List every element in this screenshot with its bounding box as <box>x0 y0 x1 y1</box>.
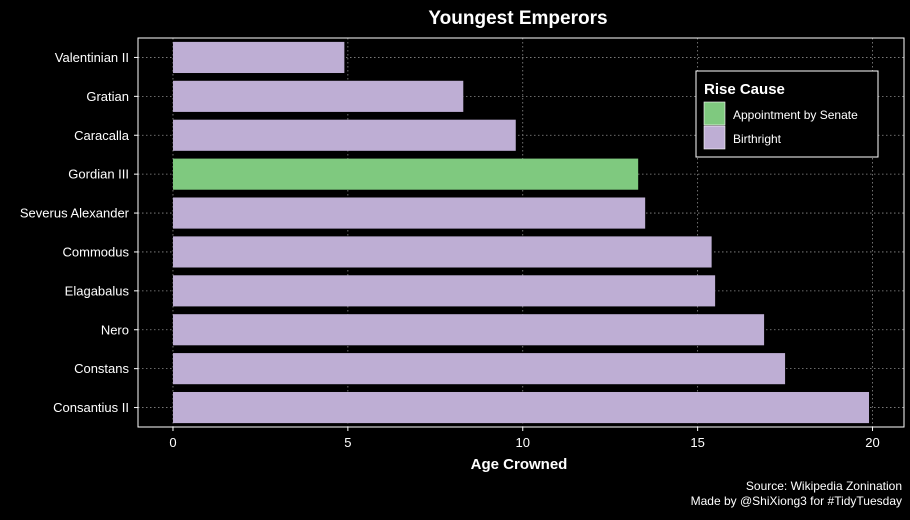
caption-credit: Made by @ShiXiong3 for #TidyTuesday <box>690 494 902 508</box>
x-tick-label: 20 <box>865 435 879 450</box>
y-tick-label: Elagabalus <box>65 283 130 298</box>
y-tick-label: Nero <box>101 322 129 337</box>
y-tick-label: Consantius II <box>53 400 129 415</box>
bar <box>172 197 646 229</box>
legend-swatch-birthright <box>703 125 726 150</box>
y-tick-label: Commodus <box>63 244 130 259</box>
bar <box>172 236 712 268</box>
x-axis-title: Age Crowned <box>471 456 568 473</box>
bar <box>172 353 786 385</box>
bar <box>172 119 516 151</box>
legend-label-birthright: Birthright <box>733 132 782 146</box>
x-tick-label: 0 <box>169 435 176 450</box>
chart-title: Youngest Emperors <box>428 8 607 29</box>
legend-label-appointment: Appointment by Senate <box>733 108 858 122</box>
y-tick-label: Valentinian II <box>55 50 129 65</box>
bar <box>172 41 345 74</box>
bars <box>172 41 870 424</box>
x-tick-label: 15 <box>690 435 704 450</box>
bar <box>172 80 464 112</box>
legend-box <box>695 70 879 158</box>
bar <box>172 275 716 307</box>
bar <box>172 391 870 424</box>
y-tick-label: Caracalla <box>74 128 130 143</box>
plot-border <box>137 37 905 428</box>
caption-source: Source: Wikipedia Zonination <box>745 479 902 493</box>
x-tick-label: 10 <box>516 435 530 450</box>
y-tick-label: Gratian <box>86 89 129 104</box>
bar <box>172 314 765 346</box>
y-tick-label: Constans <box>74 361 129 376</box>
bar <box>172 158 639 190</box>
x-axis-ticks: 0 5 10 15 20 <box>169 427 880 450</box>
legend: Rise Cause Appointment by Senate Birthri… <box>695 70 879 158</box>
legend-title: Rise Cause <box>704 81 785 98</box>
x-tick-label: 5 <box>344 435 351 450</box>
y-tick-label: Gordian III <box>68 167 129 182</box>
y-tick-label: Severus Alexander <box>20 206 130 221</box>
legend-swatch-appointment <box>703 101 726 126</box>
y-axis-labels: Valentinian II Gratian Caracalla Gordian II… <box>20 50 138 415</box>
